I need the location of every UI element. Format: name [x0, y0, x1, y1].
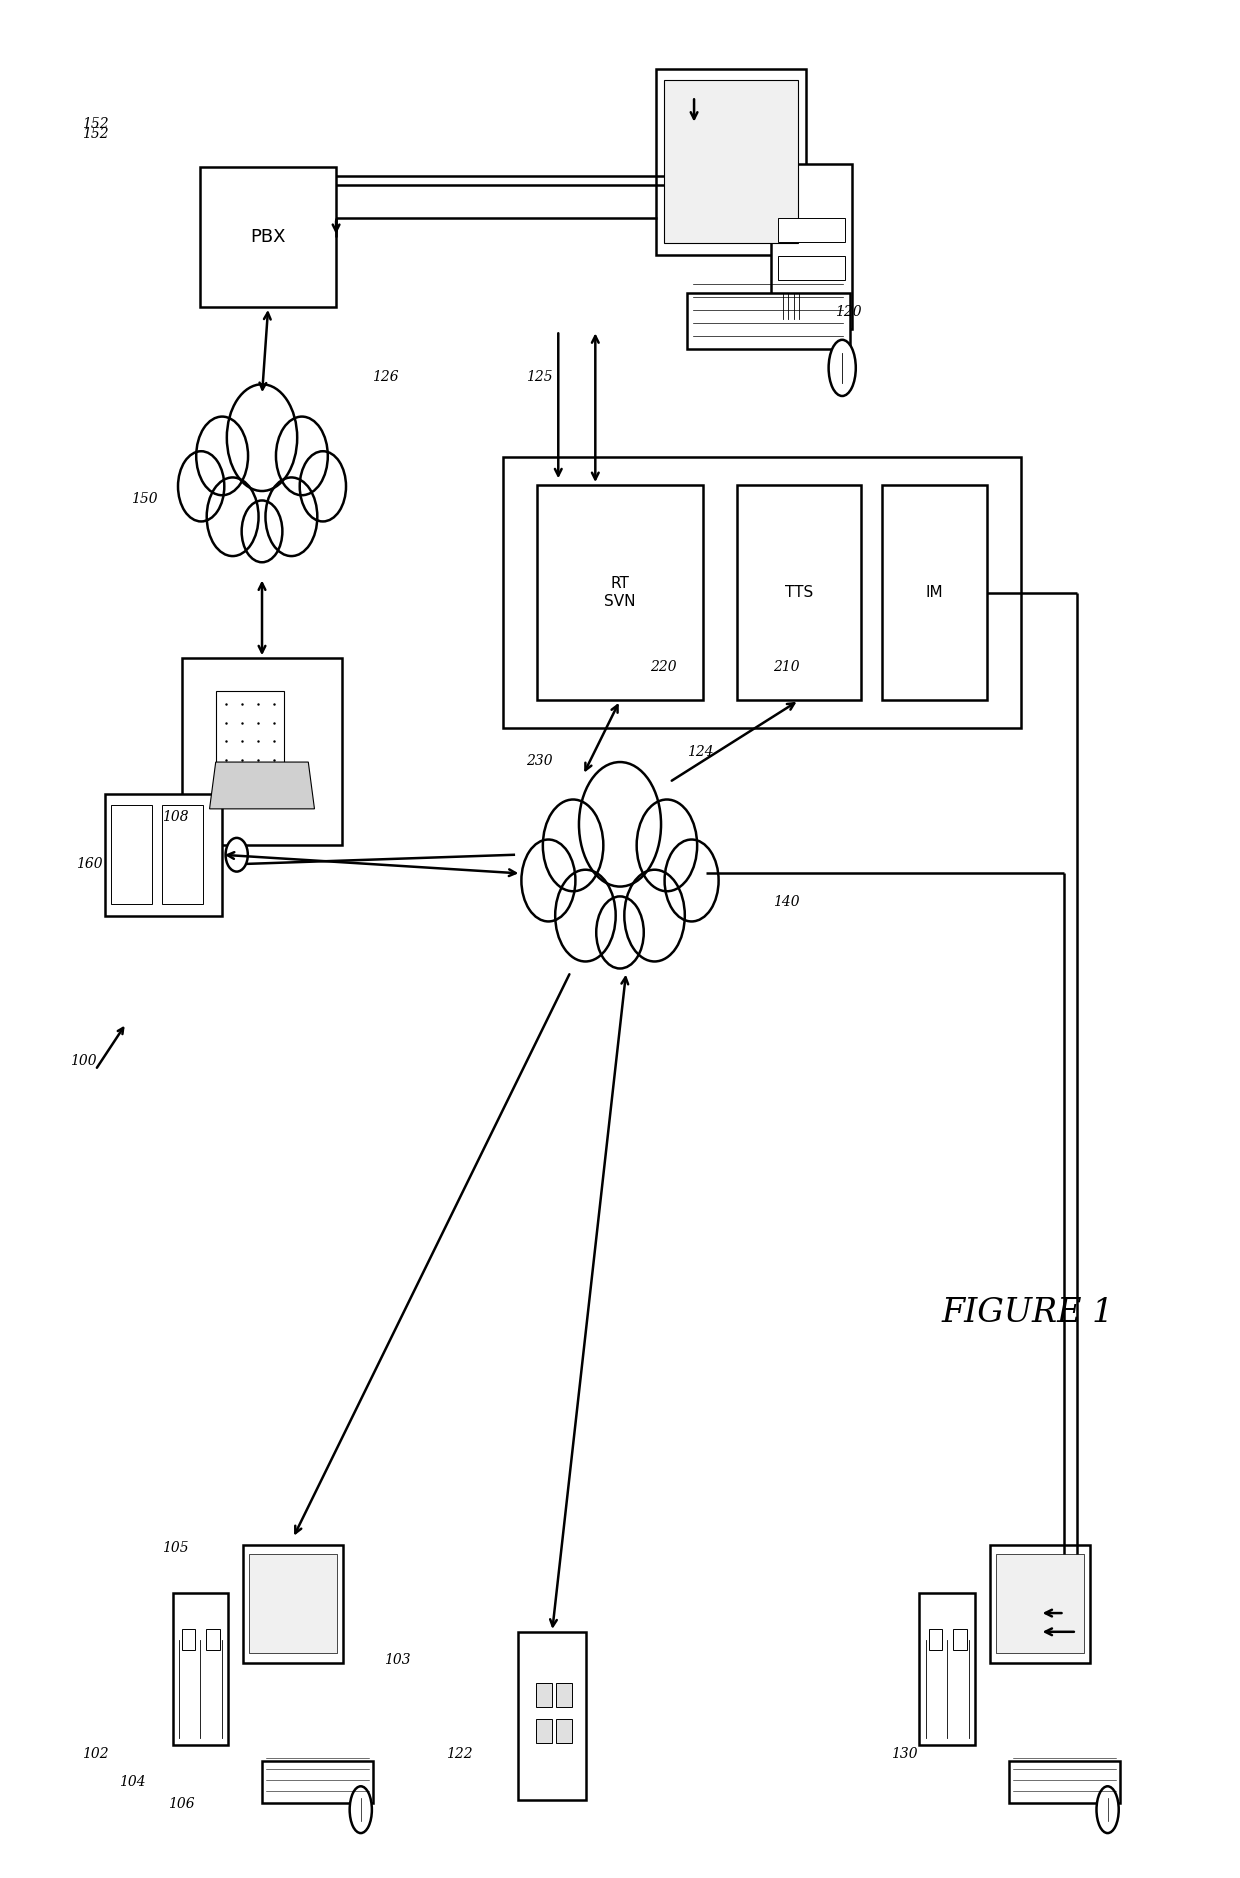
- Text: TTS: TTS: [785, 586, 813, 601]
- Text: 160: 160: [76, 856, 103, 871]
- Circle shape: [596, 896, 644, 969]
- FancyBboxPatch shape: [777, 218, 844, 242]
- Circle shape: [543, 800, 604, 892]
- Text: 125: 125: [527, 370, 553, 385]
- Text: 122: 122: [446, 1747, 472, 1760]
- FancyBboxPatch shape: [883, 485, 987, 700]
- FancyBboxPatch shape: [996, 1555, 1084, 1653]
- FancyBboxPatch shape: [536, 1683, 552, 1707]
- FancyBboxPatch shape: [243, 1546, 343, 1662]
- Text: 230: 230: [527, 755, 553, 768]
- FancyBboxPatch shape: [556, 1718, 572, 1743]
- Text: 108: 108: [162, 809, 188, 824]
- Text: 210: 210: [774, 661, 800, 674]
- Circle shape: [521, 839, 575, 922]
- Ellipse shape: [828, 340, 856, 396]
- Text: 124: 124: [687, 746, 713, 759]
- FancyBboxPatch shape: [990, 1546, 1090, 1662]
- FancyBboxPatch shape: [536, 1718, 552, 1743]
- FancyBboxPatch shape: [249, 1555, 337, 1653]
- Text: 102: 102: [82, 1747, 109, 1760]
- FancyBboxPatch shape: [656, 69, 806, 255]
- Text: 106: 106: [169, 1797, 195, 1810]
- Text: 103: 103: [384, 1653, 412, 1668]
- Text: 130: 130: [890, 1747, 918, 1760]
- FancyBboxPatch shape: [777, 255, 844, 280]
- FancyBboxPatch shape: [182, 1628, 196, 1649]
- FancyBboxPatch shape: [1009, 1760, 1120, 1803]
- Text: 152: 152: [82, 118, 109, 131]
- FancyBboxPatch shape: [537, 485, 703, 700]
- Circle shape: [226, 838, 248, 871]
- FancyBboxPatch shape: [929, 1628, 942, 1649]
- Circle shape: [579, 762, 661, 886]
- Circle shape: [665, 839, 719, 922]
- FancyBboxPatch shape: [216, 691, 284, 776]
- FancyBboxPatch shape: [954, 1628, 967, 1649]
- Ellipse shape: [1096, 1786, 1118, 1833]
- Text: 104: 104: [119, 1775, 146, 1788]
- Polygon shape: [210, 762, 315, 809]
- Circle shape: [636, 800, 697, 892]
- FancyBboxPatch shape: [518, 1632, 587, 1801]
- FancyBboxPatch shape: [738, 485, 861, 700]
- Text: IM: IM: [926, 586, 944, 601]
- FancyBboxPatch shape: [110, 806, 151, 905]
- Text: RT
SVN: RT SVN: [604, 577, 636, 608]
- FancyBboxPatch shape: [182, 657, 342, 845]
- Circle shape: [624, 870, 684, 962]
- Text: 220: 220: [650, 661, 677, 674]
- FancyBboxPatch shape: [687, 293, 849, 349]
- FancyBboxPatch shape: [556, 1683, 572, 1707]
- FancyBboxPatch shape: [262, 1760, 373, 1803]
- Circle shape: [242, 500, 283, 562]
- Text: PBX: PBX: [250, 227, 286, 246]
- Text: 100: 100: [69, 1054, 97, 1069]
- Circle shape: [556, 870, 616, 962]
- Text: FIGURE 1: FIGURE 1: [941, 1298, 1114, 1330]
- Text: 120: 120: [835, 304, 862, 319]
- Circle shape: [300, 451, 346, 522]
- FancyBboxPatch shape: [201, 167, 336, 306]
- Text: 140: 140: [774, 894, 800, 909]
- FancyBboxPatch shape: [161, 806, 203, 905]
- Circle shape: [196, 417, 248, 496]
- FancyBboxPatch shape: [207, 1628, 219, 1649]
- Text: 152: 152: [82, 128, 109, 141]
- FancyBboxPatch shape: [104, 794, 222, 916]
- Circle shape: [227, 385, 298, 490]
- FancyBboxPatch shape: [502, 456, 1022, 729]
- Ellipse shape: [350, 1786, 372, 1833]
- Text: 126: 126: [372, 370, 399, 385]
- Text: 105: 105: [162, 1540, 188, 1555]
- Circle shape: [277, 417, 327, 496]
- FancyBboxPatch shape: [172, 1593, 228, 1745]
- Circle shape: [207, 477, 259, 556]
- Text: 150: 150: [131, 492, 157, 505]
- Circle shape: [179, 451, 224, 522]
- FancyBboxPatch shape: [770, 163, 852, 329]
- Circle shape: [265, 477, 317, 556]
- FancyBboxPatch shape: [919, 1593, 975, 1745]
- FancyBboxPatch shape: [663, 81, 799, 244]
